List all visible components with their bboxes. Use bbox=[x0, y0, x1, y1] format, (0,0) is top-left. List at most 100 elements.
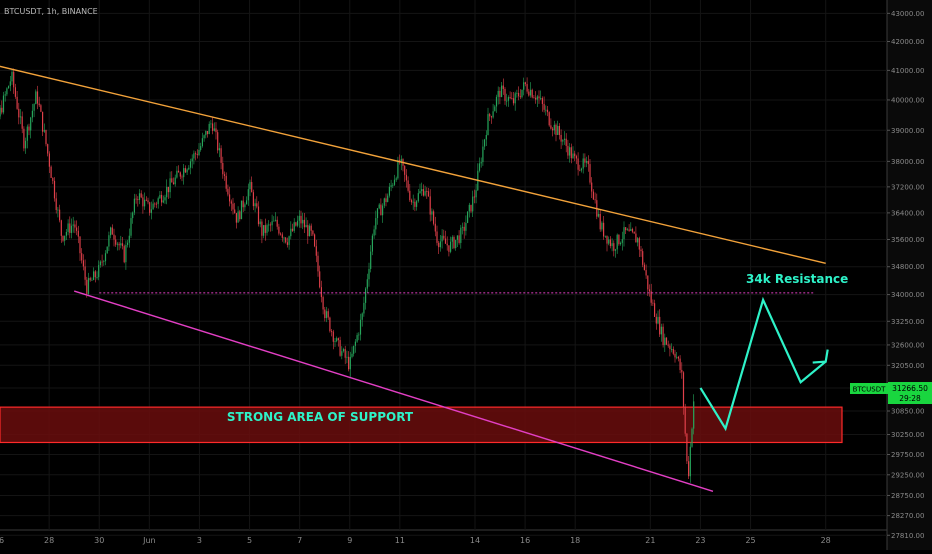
projection-arrow[interactable] bbox=[699, 296, 827, 432]
candle-body bbox=[473, 196, 475, 198]
candle-body bbox=[419, 191, 421, 194]
support-zone[interactable] bbox=[0, 406, 843, 444]
price-axis[interactable]: 43000.00 42000.00 41000.00 40000.00 39000.00… bbox=[887, 10, 924, 540]
candle-body bbox=[57, 209, 59, 211]
candle-body bbox=[208, 123, 210, 135]
price-tick-label: 43000.00 bbox=[891, 10, 924, 18]
candle-body bbox=[541, 98, 543, 104]
current-price-tag[interactable]: BTCUSDT 31266.50 29:28 bbox=[850, 382, 932, 404]
candle-body bbox=[55, 198, 57, 210]
candle-body bbox=[642, 251, 644, 265]
candle-body bbox=[28, 126, 30, 131]
candle-body bbox=[193, 153, 195, 159]
candle-body bbox=[77, 230, 79, 237]
candle-body bbox=[53, 180, 56, 199]
candle-body bbox=[485, 134, 487, 140]
candle-body bbox=[506, 100, 508, 102]
candle-body bbox=[458, 235, 460, 243]
candle-body bbox=[21, 116, 23, 129]
candle-body bbox=[371, 235, 373, 252]
time-tick-label: 28 bbox=[821, 536, 831, 545]
candle-body bbox=[317, 255, 319, 272]
price-tick-label: 28750.00 bbox=[891, 492, 924, 500]
candle-body bbox=[167, 186, 169, 193]
candle-body bbox=[135, 198, 137, 200]
candle-body bbox=[305, 225, 307, 228]
candle-body bbox=[291, 228, 294, 231]
candle-body bbox=[563, 138, 566, 140]
candle-body bbox=[366, 279, 368, 289]
candle-body bbox=[443, 235, 445, 239]
candle-body bbox=[453, 237, 455, 249]
candle-body bbox=[303, 219, 305, 228]
candle-body bbox=[121, 243, 124, 247]
candle-body bbox=[286, 242, 288, 245]
upper-trendline[interactable] bbox=[0, 60, 826, 264]
candle-body bbox=[110, 227, 112, 236]
candle-body bbox=[478, 163, 481, 171]
time-tick-label: 7 bbox=[297, 536, 302, 545]
candle-body bbox=[620, 242, 622, 245]
time-tick-label: 11 bbox=[395, 536, 405, 545]
price-tick-label: 30250.00 bbox=[891, 431, 924, 439]
candle-body bbox=[99, 261, 101, 266]
candle-body bbox=[271, 221, 273, 226]
candle-body bbox=[579, 169, 581, 171]
candle-body bbox=[23, 128, 25, 149]
candle-body bbox=[65, 231, 67, 236]
candle-body bbox=[613, 243, 615, 251]
candle-body bbox=[91, 279, 93, 281]
price-tick-label: 36400.00 bbox=[891, 209, 924, 217]
candle-body bbox=[640, 249, 642, 252]
candles-layer bbox=[0, 68, 695, 483]
candle-body bbox=[278, 226, 280, 234]
candle-body bbox=[383, 198, 385, 206]
candle-body bbox=[242, 200, 244, 208]
candle-body bbox=[467, 211, 469, 223]
candle-body bbox=[171, 178, 173, 183]
candle-body bbox=[540, 98, 542, 99]
price-tick-label: 34800.00 bbox=[891, 263, 924, 271]
candle-body bbox=[441, 235, 443, 242]
price-tick-label: 32600.00 bbox=[891, 341, 924, 349]
candle-body bbox=[657, 316, 659, 324]
candle-body bbox=[604, 235, 606, 237]
time-tick-label: 3 bbox=[197, 536, 202, 545]
candle-body bbox=[546, 109, 549, 113]
candle-body bbox=[638, 238, 640, 250]
candle-body bbox=[626, 229, 628, 231]
candle-body bbox=[339, 340, 341, 356]
candle-body bbox=[676, 356, 678, 358]
candle-body bbox=[433, 211, 435, 224]
candle-body bbox=[215, 128, 217, 133]
candle-body bbox=[157, 198, 159, 204]
candle-body bbox=[693, 401, 695, 429]
candle-body bbox=[94, 271, 96, 278]
candle-body bbox=[594, 199, 596, 201]
candle-body bbox=[246, 200, 248, 205]
candle-body bbox=[149, 202, 151, 213]
lower-trendline[interactable] bbox=[73, 290, 714, 492]
candle-body bbox=[575, 156, 577, 159]
candle-body bbox=[307, 225, 309, 237]
candle-body bbox=[689, 446, 691, 477]
candle-body bbox=[218, 148, 220, 151]
candle-body bbox=[586, 161, 588, 163]
candle-body bbox=[43, 130, 45, 132]
candle-body bbox=[184, 168, 186, 173]
candle-body bbox=[108, 235, 110, 247]
time-tick-label: 25 bbox=[745, 536, 755, 545]
candle-body bbox=[273, 220, 275, 222]
candle-body bbox=[545, 109, 547, 111]
candle-body bbox=[393, 179, 396, 185]
candle-body bbox=[614, 249, 617, 251]
candle-body bbox=[254, 203, 256, 207]
candle-body bbox=[33, 104, 35, 111]
candle-body bbox=[220, 148, 222, 163]
time-axis[interactable]: 26 28 30 Jun 3 5 7 9 11 14 16 18 21 23 25 28 bbox=[0, 536, 831, 545]
candle-body bbox=[409, 190, 411, 201]
candle-body bbox=[461, 226, 464, 228]
candle-body bbox=[8, 86, 10, 89]
